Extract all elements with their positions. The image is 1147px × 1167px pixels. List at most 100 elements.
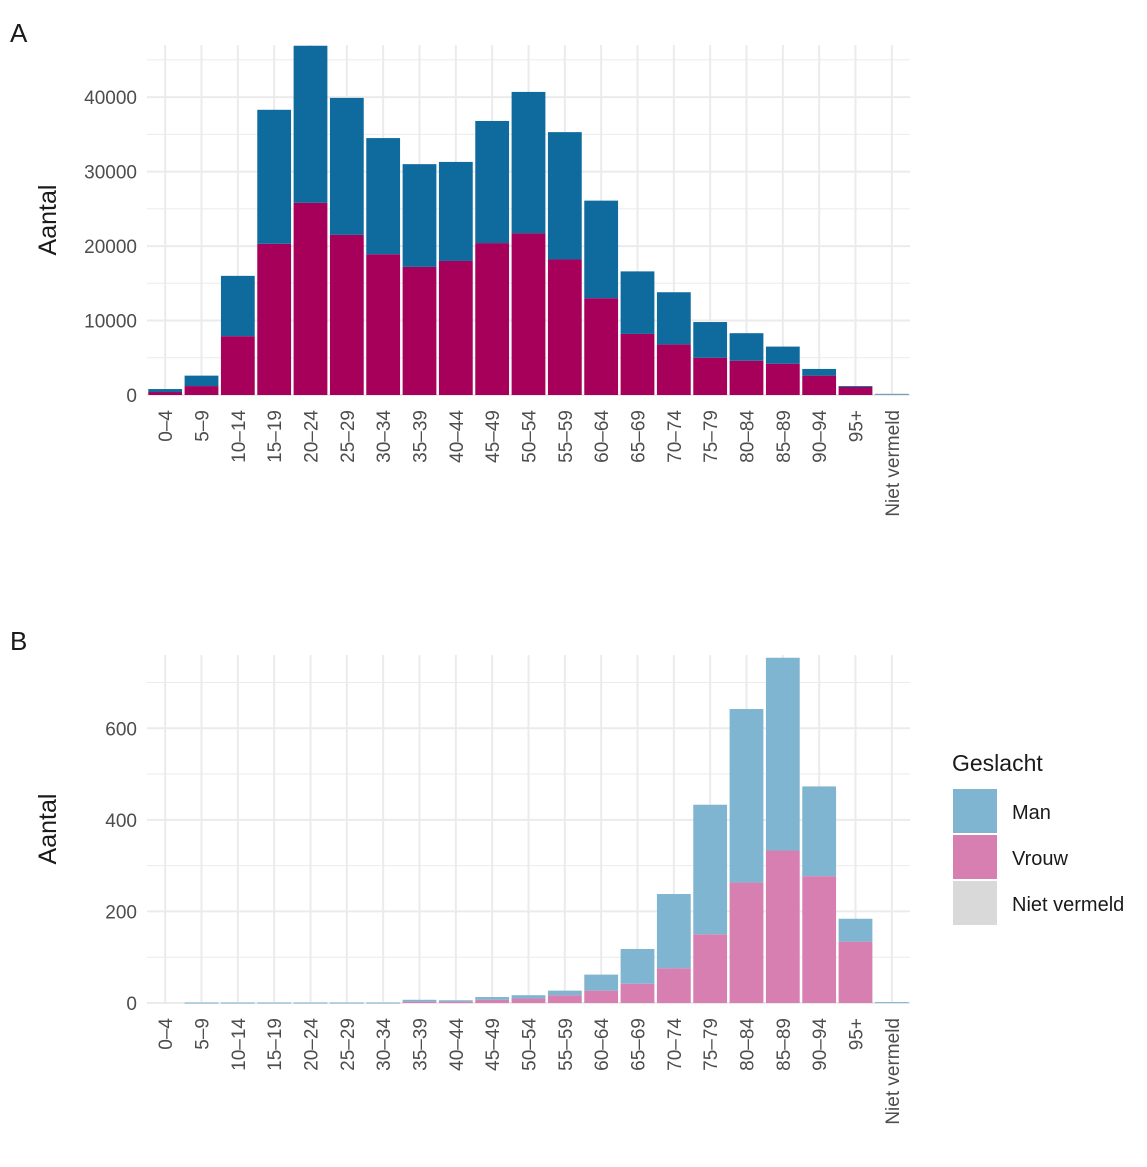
x-tick-label: 50–54 — [520, 410, 541, 463]
x-tick-label: 0–4 — [156, 1018, 177, 1050]
bar-man — [293, 45, 328, 203]
bar-niet-vermeld — [874, 393, 909, 395]
x-tick-label: 35–39 — [411, 1018, 432, 1071]
x-tick-label: 25–29 — [338, 410, 359, 463]
bar-man — [184, 1002, 219, 1004]
x-tick-label: 0–4 — [156, 410, 177, 442]
x-tick-label: 70–74 — [665, 1018, 686, 1071]
bar-vrouw — [656, 968, 691, 1003]
bar-man — [366, 138, 401, 255]
bar-vrouw — [511, 233, 546, 395]
bar-man — [547, 132, 582, 260]
bar-vrouw — [220, 336, 255, 395]
bar-vrouw — [656, 344, 691, 395]
bar-man — [656, 894, 691, 969]
x-tick-label: 95+ — [847, 410, 868, 442]
legend-label-vrouw: Vrouw — [1012, 848, 1069, 870]
bar-vrouw — [765, 363, 800, 395]
x-tick-label: 30–34 — [374, 1018, 395, 1071]
x-tick-label: Niet vermeld — [883, 410, 904, 517]
x-tick-label: 45–49 — [483, 410, 504, 463]
legend-label-man: Man — [1012, 802, 1051, 824]
bar-man — [693, 804, 728, 935]
bar-man — [802, 368, 837, 376]
bar-vrouw — [511, 998, 546, 1003]
bar-vrouw — [620, 333, 655, 395]
x-tick-label: 10–14 — [229, 1018, 250, 1071]
bar-man — [257, 1002, 292, 1004]
bar-man — [765, 346, 800, 364]
bar-man — [511, 995, 546, 999]
x-tick-label: 40–44 — [447, 410, 468, 463]
bar-man — [475, 997, 510, 1000]
bar-vrouw — [257, 243, 292, 395]
bar-man — [620, 271, 655, 334]
x-tick-label: 85–89 — [774, 1018, 795, 1071]
legend-swatch-vrouw — [953, 835, 997, 879]
bar-vrouw — [693, 357, 728, 395]
x-tick-label: 5–9 — [193, 410, 214, 442]
bar-vrouw — [402, 1001, 437, 1003]
legend: Geslacht Man Vrouw Niet vermeld — [952, 750, 1124, 925]
panel-b: 0 200 400 600 Aantal 0–4 5–9 10–14 15–19 20–24 25–… — [34, 655, 910, 1125]
x-tick-label: 50–54 — [520, 1018, 541, 1071]
y-tick-label: 30000 — [84, 163, 137, 184]
x-tick-label: 70–74 — [665, 410, 686, 463]
bar-man — [402, 164, 437, 267]
bar-man — [620, 948, 655, 984]
y-axis-title: Aantal — [34, 794, 62, 865]
bar-vrouw — [366, 254, 401, 395]
bar-vrouw — [693, 934, 728, 1003]
bar-man — [402, 999, 437, 1002]
bar-man — [656, 292, 691, 345]
bar-vrouw — [838, 941, 873, 1003]
legend-title: Geslacht — [952, 750, 1043, 776]
x-tick-label: 60–64 — [592, 410, 613, 463]
y-tick-label: 0 — [126, 994, 137, 1015]
bar-man — [475, 120, 510, 244]
bar-vrouw — [438, 1001, 473, 1003]
bar-man — [293, 1002, 328, 1004]
bar-man — [438, 161, 473, 261]
bar-vrouw — [293, 202, 328, 395]
bar-man — [729, 709, 764, 883]
legend-swatch-man — [953, 789, 997, 833]
bar-vrouw — [729, 882, 764, 1003]
bar-man — [366, 1002, 401, 1004]
legend-swatch-niet-vermeld — [953, 881, 997, 925]
panel-a: 0 10000 20000 30000 40000 Aantal 0–4 5–9 10–14 15… — [34, 45, 910, 517]
x-tick-label: 55–59 — [556, 1018, 577, 1071]
bar-man — [148, 389, 183, 393]
x-tick-label: 15–19 — [265, 1018, 286, 1071]
bar-vrouw — [184, 386, 219, 395]
bar-man — [511, 91, 546, 234]
x-tick-label: 75–79 — [701, 1018, 722, 1071]
bar-man — [838, 918, 873, 942]
bar-vrouw — [547, 259, 582, 395]
x-tick-label: 95+ — [847, 1018, 868, 1050]
bar-vrouw — [148, 392, 183, 395]
bar-man — [584, 200, 619, 299]
bar-vrouw — [402, 266, 437, 395]
x-tick-label: 45–49 — [483, 1018, 504, 1071]
x-tick-label: 5–9 — [193, 1018, 214, 1050]
bar-man — [838, 386, 873, 388]
bar-man — [329, 97, 364, 235]
y-tick-label: 600 — [105, 719, 137, 740]
x-tick-label: 35–39 — [411, 410, 432, 463]
x-tick-label: 90–94 — [810, 410, 831, 463]
x-tick-label: 85–89 — [774, 410, 795, 463]
bar-vrouw — [838, 386, 873, 395]
x-tick-label: 25–29 — [338, 1018, 359, 1071]
x-tick-label: 90–94 — [810, 1018, 831, 1071]
bar-vrouw — [620, 983, 655, 1003]
y-tick-label: 40000 — [84, 88, 137, 109]
bar-vrouw — [802, 375, 837, 395]
bar-man — [693, 322, 728, 358]
y-tick-label: 400 — [105, 811, 137, 832]
bar-vrouw — [438, 260, 473, 395]
bar-vrouw — [584, 298, 619, 395]
bar-vrouw — [802, 876, 837, 1003]
bar-man — [329, 1002, 364, 1004]
